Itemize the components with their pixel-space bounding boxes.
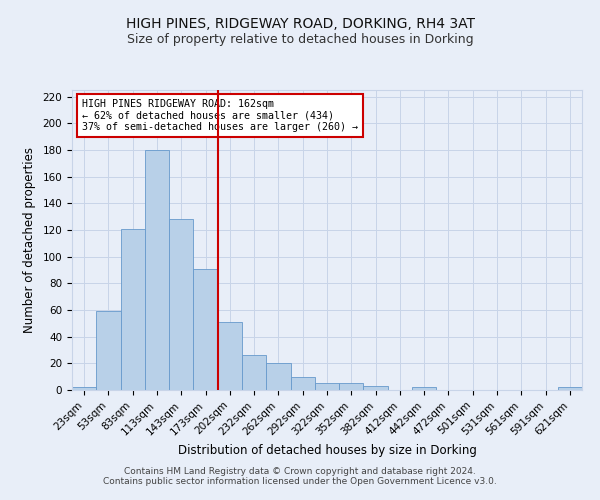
Bar (72, 388, 96, 390)
Y-axis label: Number of detached properties: Number of detached properties (23, 147, 35, 333)
Bar (218, 322, 242, 390)
Bar (558, 388, 582, 390)
Text: HIGH PINES RIDGEWAY ROAD: 162sqm
← 62% of detached houses are smaller (434)
37% : HIGH PINES RIDGEWAY ROAD: 162sqm ← 62% o… (82, 99, 358, 132)
Bar (121, 228, 145, 390)
Bar (412, 388, 436, 390)
Bar (145, 150, 169, 390)
Text: Contains HM Land Registry data © Crown copyright and database right 2024.: Contains HM Land Registry data © Crown c… (124, 467, 476, 476)
Bar (242, 356, 266, 390)
Bar (266, 364, 290, 390)
X-axis label: Distribution of detached houses by size in Dorking: Distribution of detached houses by size … (178, 444, 476, 456)
Bar (315, 384, 339, 390)
Bar (193, 268, 218, 390)
Text: Size of property relative to detached houses in Dorking: Size of property relative to detached ho… (127, 32, 473, 46)
Bar (339, 384, 364, 390)
Bar (290, 376, 315, 390)
Bar (96, 312, 121, 390)
Text: Contains public sector information licensed under the Open Government Licence v3: Contains public sector information licen… (103, 477, 497, 486)
Bar (169, 220, 193, 390)
Bar (364, 386, 388, 390)
Text: HIGH PINES, RIDGEWAY ROAD, DORKING, RH4 3AT: HIGH PINES, RIDGEWAY ROAD, DORKING, RH4 … (125, 18, 475, 32)
